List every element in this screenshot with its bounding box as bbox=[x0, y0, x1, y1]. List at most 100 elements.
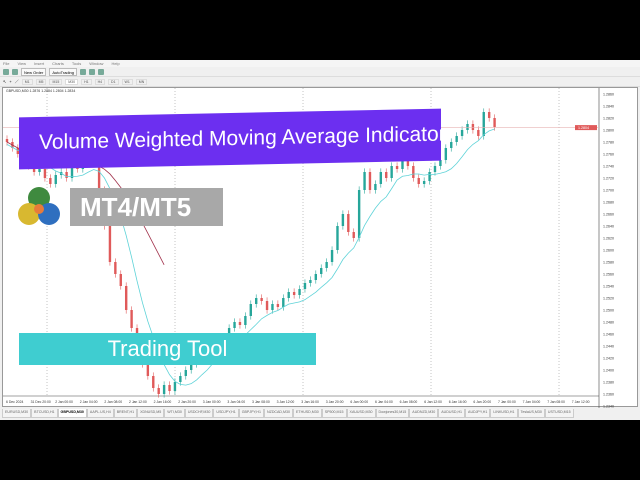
price-label: 1.2600 bbox=[603, 249, 614, 253]
time-label: 7 Jan 00:00 bbox=[498, 400, 516, 404]
candle-body bbox=[179, 376, 182, 382]
menu-insert[interactable]: Insert bbox=[34, 61, 45, 66]
chart-tab[interactable]: USTUSD,M15 bbox=[544, 409, 574, 418]
chart-tab[interactable]: ETHUSD,M30 bbox=[293, 409, 322, 418]
timeframe-w1[interactable]: W1 bbox=[121, 78, 133, 85]
price-label: 1.2620 bbox=[603, 237, 614, 241]
chart-tab[interactable]: BTCUSD,H1 bbox=[31, 409, 58, 418]
menu-file[interactable]: File bbox=[3, 61, 10, 66]
time-label: 2 Jan 04:00 bbox=[80, 400, 98, 404]
price-label: 1.2360 bbox=[603, 393, 614, 397]
candle-body bbox=[282, 298, 285, 307]
chart-tab[interactable]: USDJPY,H1 bbox=[213, 409, 239, 418]
candle-body bbox=[271, 304, 274, 310]
timeframe-m15[interactable]: M15 bbox=[49, 78, 63, 85]
chart-tab[interactable]: TeslaUS,M30 bbox=[517, 409, 545, 418]
price-label: 1.2640 bbox=[603, 225, 614, 229]
chart-tab[interactable]: NZDCAD,M30 bbox=[264, 409, 293, 418]
zoom-in-icon[interactable] bbox=[80, 68, 86, 75]
crosshair-icon[interactable]: + bbox=[9, 79, 12, 84]
timeframe-m5[interactable]: M5 bbox=[35, 78, 47, 85]
chart-tab[interactable]: Dowjones30,M15 bbox=[375, 409, 410, 418]
menu-view[interactable]: View bbox=[17, 61, 27, 66]
candle-body bbox=[276, 304, 280, 307]
candle-body bbox=[249, 304, 252, 316]
metatrader-logo-icon bbox=[18, 187, 60, 225]
candle-body bbox=[54, 175, 57, 184]
candle-body bbox=[292, 292, 296, 295]
chart-tab[interactable]: WTI,M30 bbox=[164, 409, 185, 418]
timeframe-d1[interactable]: D1 bbox=[108, 78, 119, 85]
candle-body bbox=[314, 274, 318, 280]
new-chart-icon[interactable] bbox=[3, 68, 9, 75]
new-order-button[interactable]: New Order bbox=[21, 67, 47, 76]
time-label: 6 Jan 20:00 bbox=[473, 400, 491, 404]
line-icon[interactable]: ／ bbox=[14, 78, 19, 84]
candle-body bbox=[309, 280, 312, 283]
candle-body bbox=[471, 124, 475, 130]
candle-body bbox=[385, 172, 388, 178]
price-label: 1.2520 bbox=[603, 297, 614, 301]
price-label: 1.2420 bbox=[603, 357, 614, 361]
time-label: 2 Jan 12:00 bbox=[129, 400, 147, 404]
candle-body bbox=[412, 166, 415, 178]
price-label: 1.2660 bbox=[603, 213, 614, 217]
price-label: 1.2680 bbox=[603, 201, 614, 205]
candle-body bbox=[477, 130, 480, 136]
profiles-icon[interactable] bbox=[12, 68, 18, 75]
candle-body bbox=[146, 364, 150, 376]
chart-tab[interactable]: GBPJPY,H1 bbox=[238, 409, 265, 418]
chart-tab[interactable]: USDCHF,M30 bbox=[184, 409, 214, 418]
timeframe-h1[interactable]: H1 bbox=[81, 78, 92, 85]
timeframe-h4[interactable]: H4 bbox=[94, 78, 106, 85]
price-label: 1.2840 bbox=[603, 105, 614, 109]
candle-body bbox=[320, 268, 323, 274]
menu-help[interactable]: Help bbox=[111, 61, 120, 66]
price-label: 1.2560 bbox=[603, 273, 614, 277]
price-label: 1.2340 bbox=[603, 405, 614, 409]
chart-tab[interactable]: SP500,M15 bbox=[321, 409, 347, 418]
candle-body bbox=[255, 298, 258, 304]
candle-body bbox=[433, 166, 437, 172]
settings-icon[interactable] bbox=[98, 68, 104, 75]
current-price-tag bbox=[575, 125, 597, 131]
candle-body bbox=[162, 385, 166, 394]
chart-tab[interactable]: AUDJPY,H1 bbox=[465, 409, 491, 418]
price-label: 1.2860 bbox=[603, 93, 614, 97]
chart-tab[interactable]: AAPL.US,H4 bbox=[86, 409, 114, 418]
autotrading-button[interactable]: AutoTrading bbox=[49, 67, 77, 76]
chart-tab[interactable]: BRENT,H1 bbox=[113, 409, 138, 418]
candle-body bbox=[260, 298, 263, 301]
timeframe-m1[interactable]: M1 bbox=[21, 78, 33, 85]
timeframe-mn[interactable]: MN bbox=[135, 78, 148, 85]
candle-body bbox=[428, 172, 431, 181]
candle-body bbox=[124, 286, 128, 310]
chart-tab[interactable]: EURUSD,M30 bbox=[2, 409, 32, 418]
chart-tab[interactable]: XDNUSD,M5 bbox=[137, 409, 165, 418]
chart-tabs: EURUSD,M30 BTCUSD,H1 GBPUSD,M30 AAPL.US,H4 B… bbox=[2, 409, 574, 418]
candle-body bbox=[108, 226, 112, 262]
cursor-icon[interactable]: ↖ bbox=[3, 79, 7, 84]
price-label: 1.2780 bbox=[603, 141, 614, 145]
candle-body bbox=[244, 316, 247, 325]
chart-tab[interactable]: XAUUSD,M30 bbox=[346, 409, 376, 418]
candle-body bbox=[325, 262, 328, 268]
zoom-out-icon[interactable] bbox=[89, 68, 95, 75]
menu-window[interactable]: Window bbox=[89, 61, 104, 66]
chart-tab[interactable]: GBPUSD,M30 bbox=[57, 409, 87, 418]
timeframe-m30[interactable]: M30 bbox=[65, 78, 79, 85]
chart-tab[interactable]: LINKUSD,H1 bbox=[490, 409, 518, 418]
time-label: 6 Jan 04:00 bbox=[375, 400, 393, 404]
menu-charts[interactable]: Charts bbox=[52, 61, 64, 66]
price-label: 1.2460 bbox=[603, 333, 614, 337]
menu-tools[interactable]: Tools bbox=[71, 61, 82, 66]
candle-body bbox=[363, 172, 366, 190]
candle-body bbox=[341, 214, 345, 226]
price-label: 1.2720 bbox=[603, 177, 614, 181]
chart-tab[interactable]: AUDNZD,M30 bbox=[409, 409, 439, 418]
time-label: 6 Jan 00:00 bbox=[350, 400, 368, 404]
time-label: 3 Jan 12:00 bbox=[277, 400, 295, 404]
chart-tab[interactable]: AUDUSD,H1 bbox=[438, 409, 466, 418]
time-label: 2 Jan 20:00 bbox=[178, 400, 196, 404]
candle-body bbox=[238, 322, 242, 325]
